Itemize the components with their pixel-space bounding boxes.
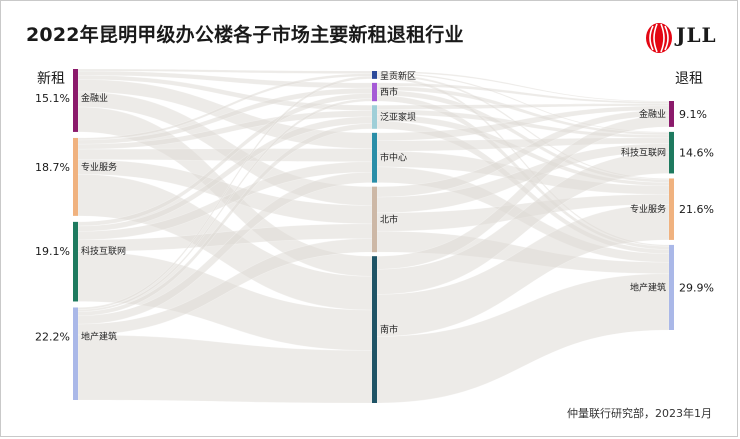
right-node-value: 29.9% bbox=[679, 281, 714, 294]
right-node-bar bbox=[669, 131, 674, 174]
right-node-label: 专业服务 bbox=[630, 203, 666, 215]
sankey-links bbox=[77, 68, 670, 404]
right-node-label: 科技互联网 bbox=[621, 147, 666, 159]
right-node-label: 地产建筑 bbox=[630, 281, 666, 293]
jll-logo: JLL bbox=[644, 22, 722, 54]
left-node-label: 金融业 bbox=[81, 92, 108, 104]
source-note: 仲量联行研究部，2023年1月 bbox=[567, 407, 712, 420]
outflow-link bbox=[376, 273, 670, 404]
middle-node-bar bbox=[372, 105, 377, 129]
logo-text: JLL bbox=[676, 23, 717, 47]
left-node-bar bbox=[73, 221, 78, 302]
left-node-value: 15.1% bbox=[35, 92, 70, 105]
sankey-nodes: 金融业 15.1% 专业服务 18.7% 科技互联网 19.1% 地产建筑 22.2% 呈贡新区… bbox=[35, 69, 714, 403]
middle-node-label: 呈贡新区 bbox=[380, 70, 416, 82]
right-node-label: 金融业 bbox=[639, 108, 666, 120]
jll-logo-icon bbox=[646, 23, 672, 53]
left-node-label: 专业服务 bbox=[81, 161, 117, 173]
right-node-bar bbox=[669, 244, 674, 330]
middle-node-bar bbox=[372, 186, 377, 253]
middle-node-bar bbox=[372, 71, 377, 79]
left-column-label: 新租 bbox=[37, 71, 65, 87]
left-node-label: 科技互联网 bbox=[81, 245, 126, 257]
middle-node-label: 泛亚家坝 bbox=[380, 111, 416, 123]
right-node-bar bbox=[669, 101, 674, 127]
left-node-bar bbox=[73, 69, 78, 132]
left-node-bar bbox=[73, 307, 78, 400]
right-node-value: 14.6% bbox=[679, 147, 714, 160]
right-node-value: 9.1% bbox=[679, 108, 707, 121]
middle-node-bar bbox=[372, 82, 377, 102]
middle-node-bar bbox=[372, 256, 377, 403]
right-node-bar bbox=[669, 178, 674, 240]
left-node-label: 地产建筑 bbox=[81, 330, 117, 342]
inflow-link bbox=[77, 74, 373, 111]
left-node-value: 18.7% bbox=[35, 161, 70, 174]
right-column-label: 退租 bbox=[675, 71, 703, 87]
middle-node-label: 市中心 bbox=[380, 152, 407, 164]
middle-node-bar bbox=[372, 132, 377, 183]
left-node-value: 22.2% bbox=[35, 330, 70, 343]
chart-title: 2022年昆明甲级办公楼各子市场主要新租退租行业 bbox=[26, 24, 464, 46]
left-node-bar bbox=[73, 137, 78, 216]
middle-node-label: 南市 bbox=[380, 324, 398, 336]
right-node-value: 21.6% bbox=[679, 203, 714, 216]
middle-node-label: 北市 bbox=[380, 213, 398, 225]
left-node-value: 19.1% bbox=[35, 245, 70, 258]
middle-node-label: 西市 bbox=[380, 86, 398, 98]
